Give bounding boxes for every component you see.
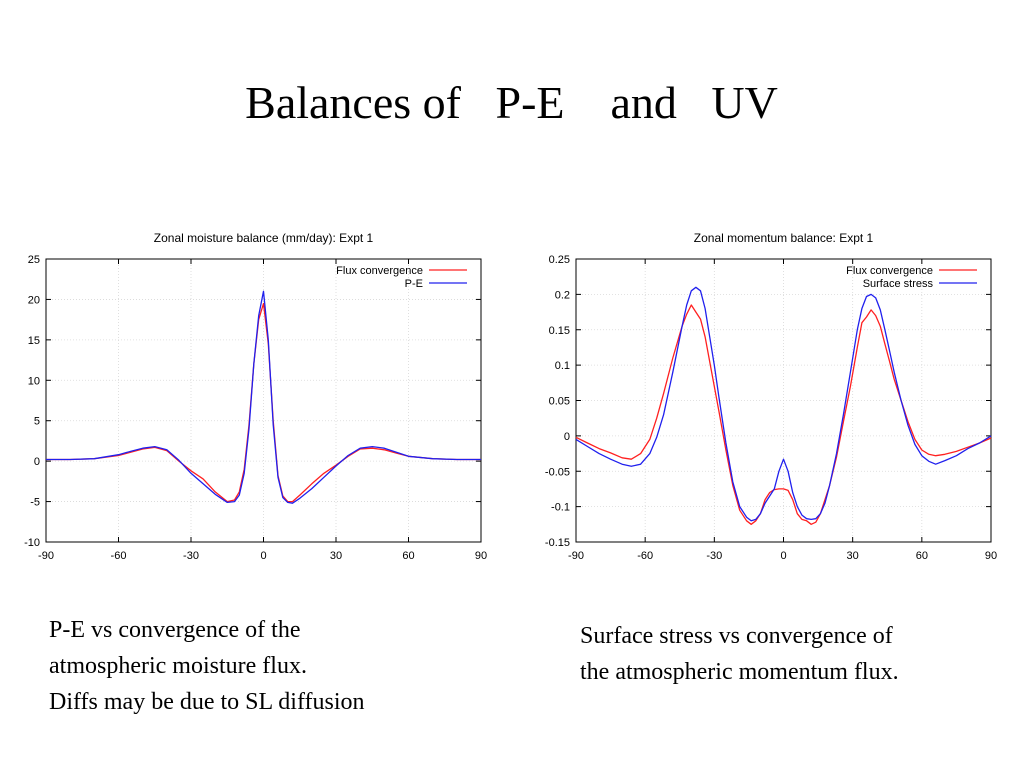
y-tick-label: 0.15 bbox=[549, 325, 570, 337]
series-line-flux-convergence bbox=[575, 304, 992, 525]
y-tick-label: -0.1 bbox=[551, 502, 570, 514]
y-tick-label: 0 bbox=[34, 456, 40, 468]
chart-title: Zonal moisture balance (mm/day): Expt 1 bbox=[154, 231, 374, 245]
moisture-balance-chart: Zonal moisture balance (mm/day): Expt 1 -… bbox=[24, 231, 487, 562]
caption-left-line-3: Diffs may be due to SL diffusion bbox=[49, 689, 365, 715]
y-tick-label: -5 bbox=[30, 497, 40, 509]
y-tick-label: 0.05 bbox=[549, 396, 570, 408]
x-tick-label: -30 bbox=[706, 550, 722, 562]
momentum-balance-chart: Zonal momentum balance: Expt 1 -90 -60 -30 0… bbox=[545, 231, 997, 562]
caption-left-line-2: atmospheric moisture flux. bbox=[49, 653, 307, 679]
y-tick-label: 5 bbox=[34, 416, 40, 428]
x-tick-label: 90 bbox=[475, 550, 487, 562]
caption-right-line-2: the atmospheric momentum flux. bbox=[580, 659, 899, 685]
y-tick-label: 0.1 bbox=[555, 360, 570, 372]
x-tick-label: 90 bbox=[985, 550, 997, 562]
series-line-second bbox=[575, 286, 992, 522]
chart-title: Zonal momentum balance: Expt 1 bbox=[694, 231, 874, 245]
legend-label: Surface stress bbox=[863, 278, 934, 290]
y-tick-label: 0.2 bbox=[555, 289, 570, 301]
caption-right-line-1: Surface stress vs convergence of bbox=[580, 623, 893, 649]
series-line-second bbox=[46, 290, 481, 504]
y-tick-label: 25 bbox=[28, 254, 40, 266]
caption-left-line-1: P-E vs convergence of the bbox=[49, 617, 301, 643]
legend-label: Flux convergence bbox=[846, 265, 933, 277]
x-tick-label: -60 bbox=[111, 550, 127, 562]
legend-label: P-E bbox=[405, 278, 423, 290]
caption-left: P-E vs convergence of the atmospheric mo… bbox=[49, 612, 365, 720]
y-tick-label: 0.25 bbox=[549, 254, 570, 266]
y-tick-label: 0 bbox=[564, 431, 570, 443]
caption-right: Surface stress vs convergence of the atm… bbox=[580, 618, 899, 690]
x-tick-label: -60 bbox=[637, 550, 653, 562]
x-tick-label: -90 bbox=[568, 550, 584, 562]
x-tick-label: -90 bbox=[38, 550, 54, 562]
y-tick-label: -10 bbox=[24, 537, 40, 549]
series-line-flux-convergence bbox=[46, 302, 481, 503]
x-tick-label: 60 bbox=[916, 550, 928, 562]
x-tick-label: -30 bbox=[183, 550, 199, 562]
x-tick-label: 30 bbox=[330, 550, 342, 562]
y-tick-label: 15 bbox=[28, 335, 40, 347]
y-tick-label: 20 bbox=[28, 294, 40, 306]
y-tick-label: -0.05 bbox=[545, 466, 570, 478]
y-tick-label: 10 bbox=[28, 375, 40, 387]
legend-label: Flux convergence bbox=[336, 265, 423, 277]
x-tick-label: 30 bbox=[847, 550, 859, 562]
slide-title: Balances of P-E and UV bbox=[245, 77, 778, 128]
x-tick-label: 60 bbox=[402, 550, 414, 562]
x-tick-label: 0 bbox=[260, 550, 266, 562]
y-tick-label: -0.15 bbox=[545, 537, 570, 549]
x-tick-label: 0 bbox=[780, 550, 786, 562]
